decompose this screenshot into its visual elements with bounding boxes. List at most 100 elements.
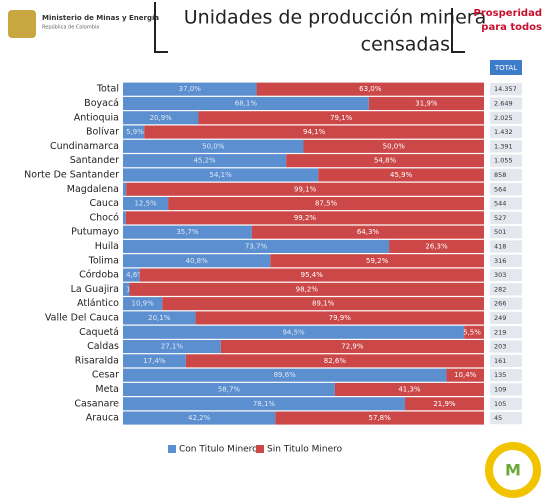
value-label: 79,1% bbox=[330, 114, 353, 122]
value-label: 79,9% bbox=[329, 314, 352, 322]
category-label: Norte De Santander bbox=[24, 169, 119, 180]
value-label: 40,8% bbox=[186, 257, 209, 265]
total-value: 14.357 bbox=[494, 85, 517, 93]
page: Ministerio de Minas y Energía República … bbox=[0, 0, 542, 504]
coat-of-arms bbox=[8, 10, 36, 38]
value-label: 87,5% bbox=[315, 200, 338, 208]
total-value: 303 bbox=[494, 271, 506, 279]
category-label: Caldas bbox=[87, 341, 119, 352]
value-label: 78,1% bbox=[253, 400, 276, 408]
category-label: Santander bbox=[70, 155, 119, 166]
total-value: 282 bbox=[494, 285, 506, 293]
value-label: 12,5% bbox=[134, 200, 157, 208]
legend-label: Con Titulo Minero bbox=[179, 445, 258, 455]
total-value: 249 bbox=[494, 314, 506, 322]
legend-swatch bbox=[168, 445, 176, 453]
category-label: Caquetá bbox=[79, 327, 119, 338]
category-label: Meta bbox=[95, 384, 119, 395]
total-value: 219 bbox=[494, 328, 506, 336]
value-label: 10,9% bbox=[132, 300, 155, 308]
value-label: 82,6% bbox=[324, 357, 347, 365]
value-label: 5,9% bbox=[126, 128, 144, 136]
value-label: 99,1% bbox=[294, 185, 317, 193]
value-label: 72,9% bbox=[341, 343, 364, 351]
value-label: 99,2% bbox=[294, 214, 317, 222]
value-label: 58,7% bbox=[218, 385, 241, 393]
category-label: La Guajira bbox=[71, 284, 119, 295]
value-label: 20,1% bbox=[148, 314, 171, 322]
total-value: 45 bbox=[494, 414, 502, 422]
total-value: 501 bbox=[494, 228, 506, 236]
value-label: 54,8% bbox=[374, 157, 397, 165]
value-label: 45,2% bbox=[193, 157, 216, 165]
title: censadas bbox=[361, 34, 450, 56]
value-label: 73,7% bbox=[245, 242, 268, 250]
value-label: 41,3% bbox=[398, 385, 421, 393]
total-value: 858 bbox=[494, 171, 506, 179]
total-value: 564 bbox=[494, 185, 506, 193]
category-label: Magdalena bbox=[67, 184, 119, 195]
value-label: 98,2% bbox=[296, 285, 319, 293]
category-label: Total bbox=[96, 84, 119, 95]
value-label: 68,1% bbox=[235, 99, 258, 107]
value-label: 26,3% bbox=[425, 242, 448, 250]
category-label: Valle Del Cauca bbox=[45, 312, 119, 323]
category-label: Chocó bbox=[89, 212, 119, 223]
total-value: 2.025 bbox=[494, 114, 513, 122]
value-label: 5,5% bbox=[463, 328, 481, 336]
value-label: 27,1% bbox=[161, 343, 184, 351]
value-label: 54,1% bbox=[210, 171, 233, 179]
slogan: Prosperidad bbox=[474, 8, 542, 19]
category-label: Bolívar bbox=[86, 127, 119, 138]
total-header: TOTAL bbox=[494, 64, 517, 72]
total-value: 316 bbox=[494, 257, 506, 265]
category-label: Risaralda bbox=[75, 355, 119, 366]
value-label: 64,3% bbox=[357, 228, 380, 236]
value-label: 94,1% bbox=[303, 128, 326, 136]
total-value: 135 bbox=[494, 371, 506, 379]
value-label: 20,9% bbox=[150, 114, 173, 122]
total-value: 266 bbox=[494, 300, 506, 308]
category-label: Tolima bbox=[88, 255, 119, 266]
value-label: 50,0% bbox=[383, 142, 406, 150]
legend-label: Sin Titulo Minero bbox=[267, 445, 343, 455]
category-label: Cesar bbox=[92, 370, 119, 381]
total-value: 1.391 bbox=[494, 142, 513, 150]
total-value: 2.649 bbox=[494, 99, 513, 107]
value-label: 10,4% bbox=[454, 371, 477, 379]
total-value: 105 bbox=[494, 400, 506, 408]
value-label: 50,0% bbox=[202, 142, 225, 150]
value-label: 89,6% bbox=[274, 371, 297, 379]
total-value: 161 bbox=[494, 357, 506, 365]
value-label: 59,2% bbox=[366, 257, 389, 265]
value-label: 31,9% bbox=[415, 99, 438, 107]
value-label: 94,5% bbox=[282, 328, 305, 336]
total-value: 203 bbox=[494, 343, 506, 351]
category-label: Antioquia bbox=[74, 112, 119, 123]
value-label: 17,4% bbox=[143, 357, 166, 365]
category-label: Casanare bbox=[74, 398, 119, 409]
legend-swatch bbox=[256, 445, 264, 453]
category-label: Putumayo bbox=[71, 227, 119, 238]
value-label: 42,2% bbox=[188, 414, 211, 422]
total-value: 109 bbox=[494, 385, 506, 393]
total-value: 527 bbox=[494, 214, 506, 222]
category-label: Córdoba bbox=[79, 270, 119, 281]
logo: M bbox=[505, 461, 521, 480]
total-value: 418 bbox=[494, 242, 506, 250]
category-label: Cauca bbox=[89, 198, 119, 209]
title: Unidades de producción minera bbox=[184, 7, 486, 29]
value-label: 57,8% bbox=[369, 414, 392, 422]
value-label: 37,0% bbox=[179, 85, 202, 93]
category-label: Boyacá bbox=[84, 98, 119, 109]
category-label: Huila bbox=[95, 241, 119, 252]
category-label: Atlántico bbox=[77, 298, 119, 309]
value-label: 95,4% bbox=[301, 271, 324, 279]
value-label: 21,9% bbox=[433, 400, 456, 408]
value-label: 35,7% bbox=[176, 228, 199, 236]
value-label: 89,1% bbox=[312, 300, 335, 308]
category-label: Arauca bbox=[86, 413, 119, 424]
total-value: 1.055 bbox=[494, 157, 513, 165]
country: República de Colombia bbox=[42, 24, 99, 31]
total-value: 544 bbox=[494, 200, 506, 208]
